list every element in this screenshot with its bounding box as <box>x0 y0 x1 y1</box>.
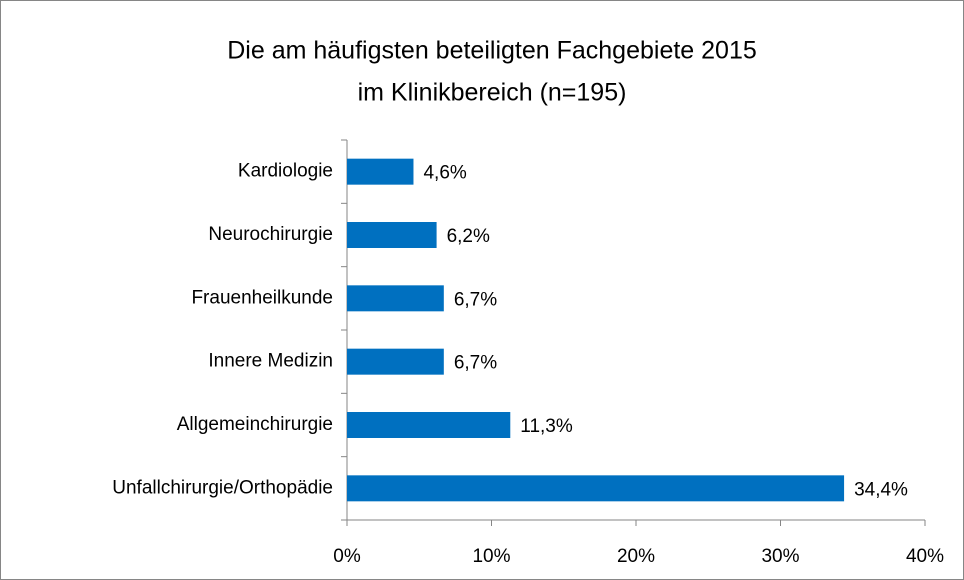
bar <box>347 475 845 502</box>
value-label: 6,7% <box>454 353 497 374</box>
value-label: 6,2% <box>447 226 490 247</box>
y-tick-label: Unfallchirurgie/Orthopädie <box>112 477 333 498</box>
x-tick-label: 0% <box>333 546 361 567</box>
y-tick-label: Neurochirurgie <box>208 224 333 245</box>
value-label: 34,4% <box>854 479 908 500</box>
bar <box>347 158 414 185</box>
value-label: 4,6% <box>423 163 466 184</box>
y-tick-label: Allgemeinchirurgie <box>177 414 333 435</box>
x-tick-label: 20% <box>617 546 655 567</box>
value-label: 11,3% <box>520 416 573 437</box>
bar <box>347 348 444 375</box>
chart-title: im Klinikbereich (n=195) <box>358 79 627 107</box>
bar <box>347 412 511 438</box>
bar <box>347 222 437 248</box>
y-tick-label: Kardiologie <box>238 161 333 182</box>
x-tick-label: 10% <box>472 546 510 567</box>
x-tick-label: 40% <box>906 546 944 567</box>
chart-title: Die am häufigsten beteiligten Fachgebiet… <box>227 37 757 65</box>
bar <box>347 285 444 312</box>
value-label: 6,7% <box>454 289 497 310</box>
y-tick-label: Innere Medizin <box>208 351 333 372</box>
x-tick-label: 30% <box>761 546 799 567</box>
y-tick-label: Frauenheilkunde <box>191 287 333 308</box>
